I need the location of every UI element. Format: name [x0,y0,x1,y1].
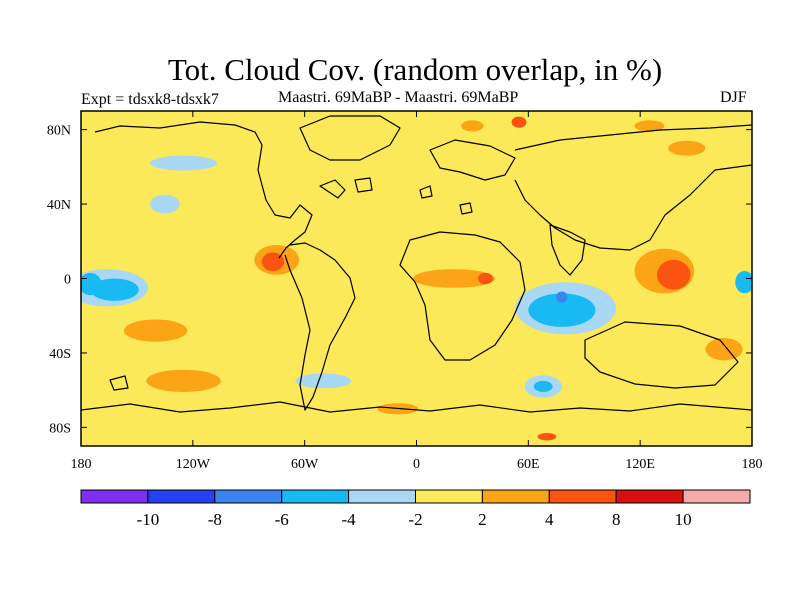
anomaly-region-19 [537,432,557,441]
coastline-greenland [299,115,401,161]
colorbar-swatch-9 [682,489,751,504]
anomaly-region-15 [123,319,188,342]
colorbar-label-7: 8 [612,510,621,529]
period-subtitle: Maastri. 69MaBP - Maastri. 69MaBP [278,89,519,106]
colorbar-label-5: 2 [478,510,487,529]
colorbar-label-2: -6 [275,510,289,529]
colorbar-swatch-8 [615,489,684,504]
coastline-asia [514,124,752,251]
colorbar-swatch-3 [281,489,350,504]
colorbar: -10 -8 -6 -4 -2 2 4 8 10 [80,489,751,529]
colorbar-label-3: -4 [342,510,357,529]
anomaly-region-14 [478,272,493,285]
coastline-africa [399,231,526,361]
anomaly-region-8 [533,380,553,393]
coastline-antarctica [81,401,752,413]
anomaly-region-10 [656,259,691,290]
colorbar-swatch-4 [348,489,417,504]
x-tick-label-4: 60E [517,457,540,472]
anomaly-layer [81,116,752,441]
colorbar-label-8: 10 [675,510,692,529]
anomaly-region-1 [90,278,139,301]
x-tick-label-6: 180 [742,457,763,472]
anomaly-region-21 [149,194,180,214]
anomaly-region-26 [511,116,527,128]
anomaly-region-6 [735,271,752,294]
x-tick-label-5: 120E [625,457,655,472]
anomaly-region-25 [461,120,484,132]
anomaly-region-13 [412,269,495,288]
y-tick-label-3: 40S [49,347,71,362]
y-tick-label-2: 0 [64,273,71,288]
coastlines [81,115,752,413]
colorbar-swatch-2 [214,489,283,504]
x-tick-label-0: 180 [71,457,92,472]
x-tick-label-2: 60W [291,457,319,472]
latitude-axis: 80N 40N 0 40S 80S [47,124,752,436]
colorbar-label-6: 4 [545,510,554,529]
y-tick-label-4: 80S [49,421,71,436]
anomaly-region-5 [556,291,568,303]
colorbar-swatch-6 [481,489,550,504]
anomaly-region-18 [668,140,706,156]
colorbar-swatch-0 [80,489,149,504]
anomaly-region-16 [146,369,221,393]
season-label: DJF [720,89,747,106]
y-tick-label-0: 80N [47,124,71,139]
anomaly-region-4 [528,293,596,327]
colorbar-label-0: -10 [137,510,160,529]
longitude-axis: 180 120W 60W 0 60E 120E 180 [71,111,763,472]
map-title: Tot. Cloud Cov. (random overlap, in %) [167,52,663,87]
colorbar-label-1: -8 [208,510,222,529]
coastline-india [549,224,586,276]
anomaly-region-24 [705,338,743,361]
x-tick-label-1: 120W [176,457,211,472]
colorbar-swatch-1 [147,489,216,504]
coastline-islands [109,177,473,391]
coastline-europe [429,139,516,181]
y-tick-label-1: 40N [47,198,71,213]
coastline-south-america [284,242,356,411]
anomaly-region-2 [81,272,102,296]
experiment-label: Expt = tdsxk8-tdsxk7 [81,91,219,108]
colorbar-swatch-5 [415,489,483,504]
x-tick-label-3: 0 [413,457,420,472]
coastline-australia [584,321,739,389]
anomaly-region-12 [261,252,285,272]
anomaly-region-23 [295,373,352,389]
colorbar-swatch-7 [548,489,617,504]
colorbar-label-4: -2 [408,510,422,529]
coastline-north-america [94,121,313,259]
anomaly-region-22 [149,155,218,171]
anomaly-region-17 [634,120,665,132]
